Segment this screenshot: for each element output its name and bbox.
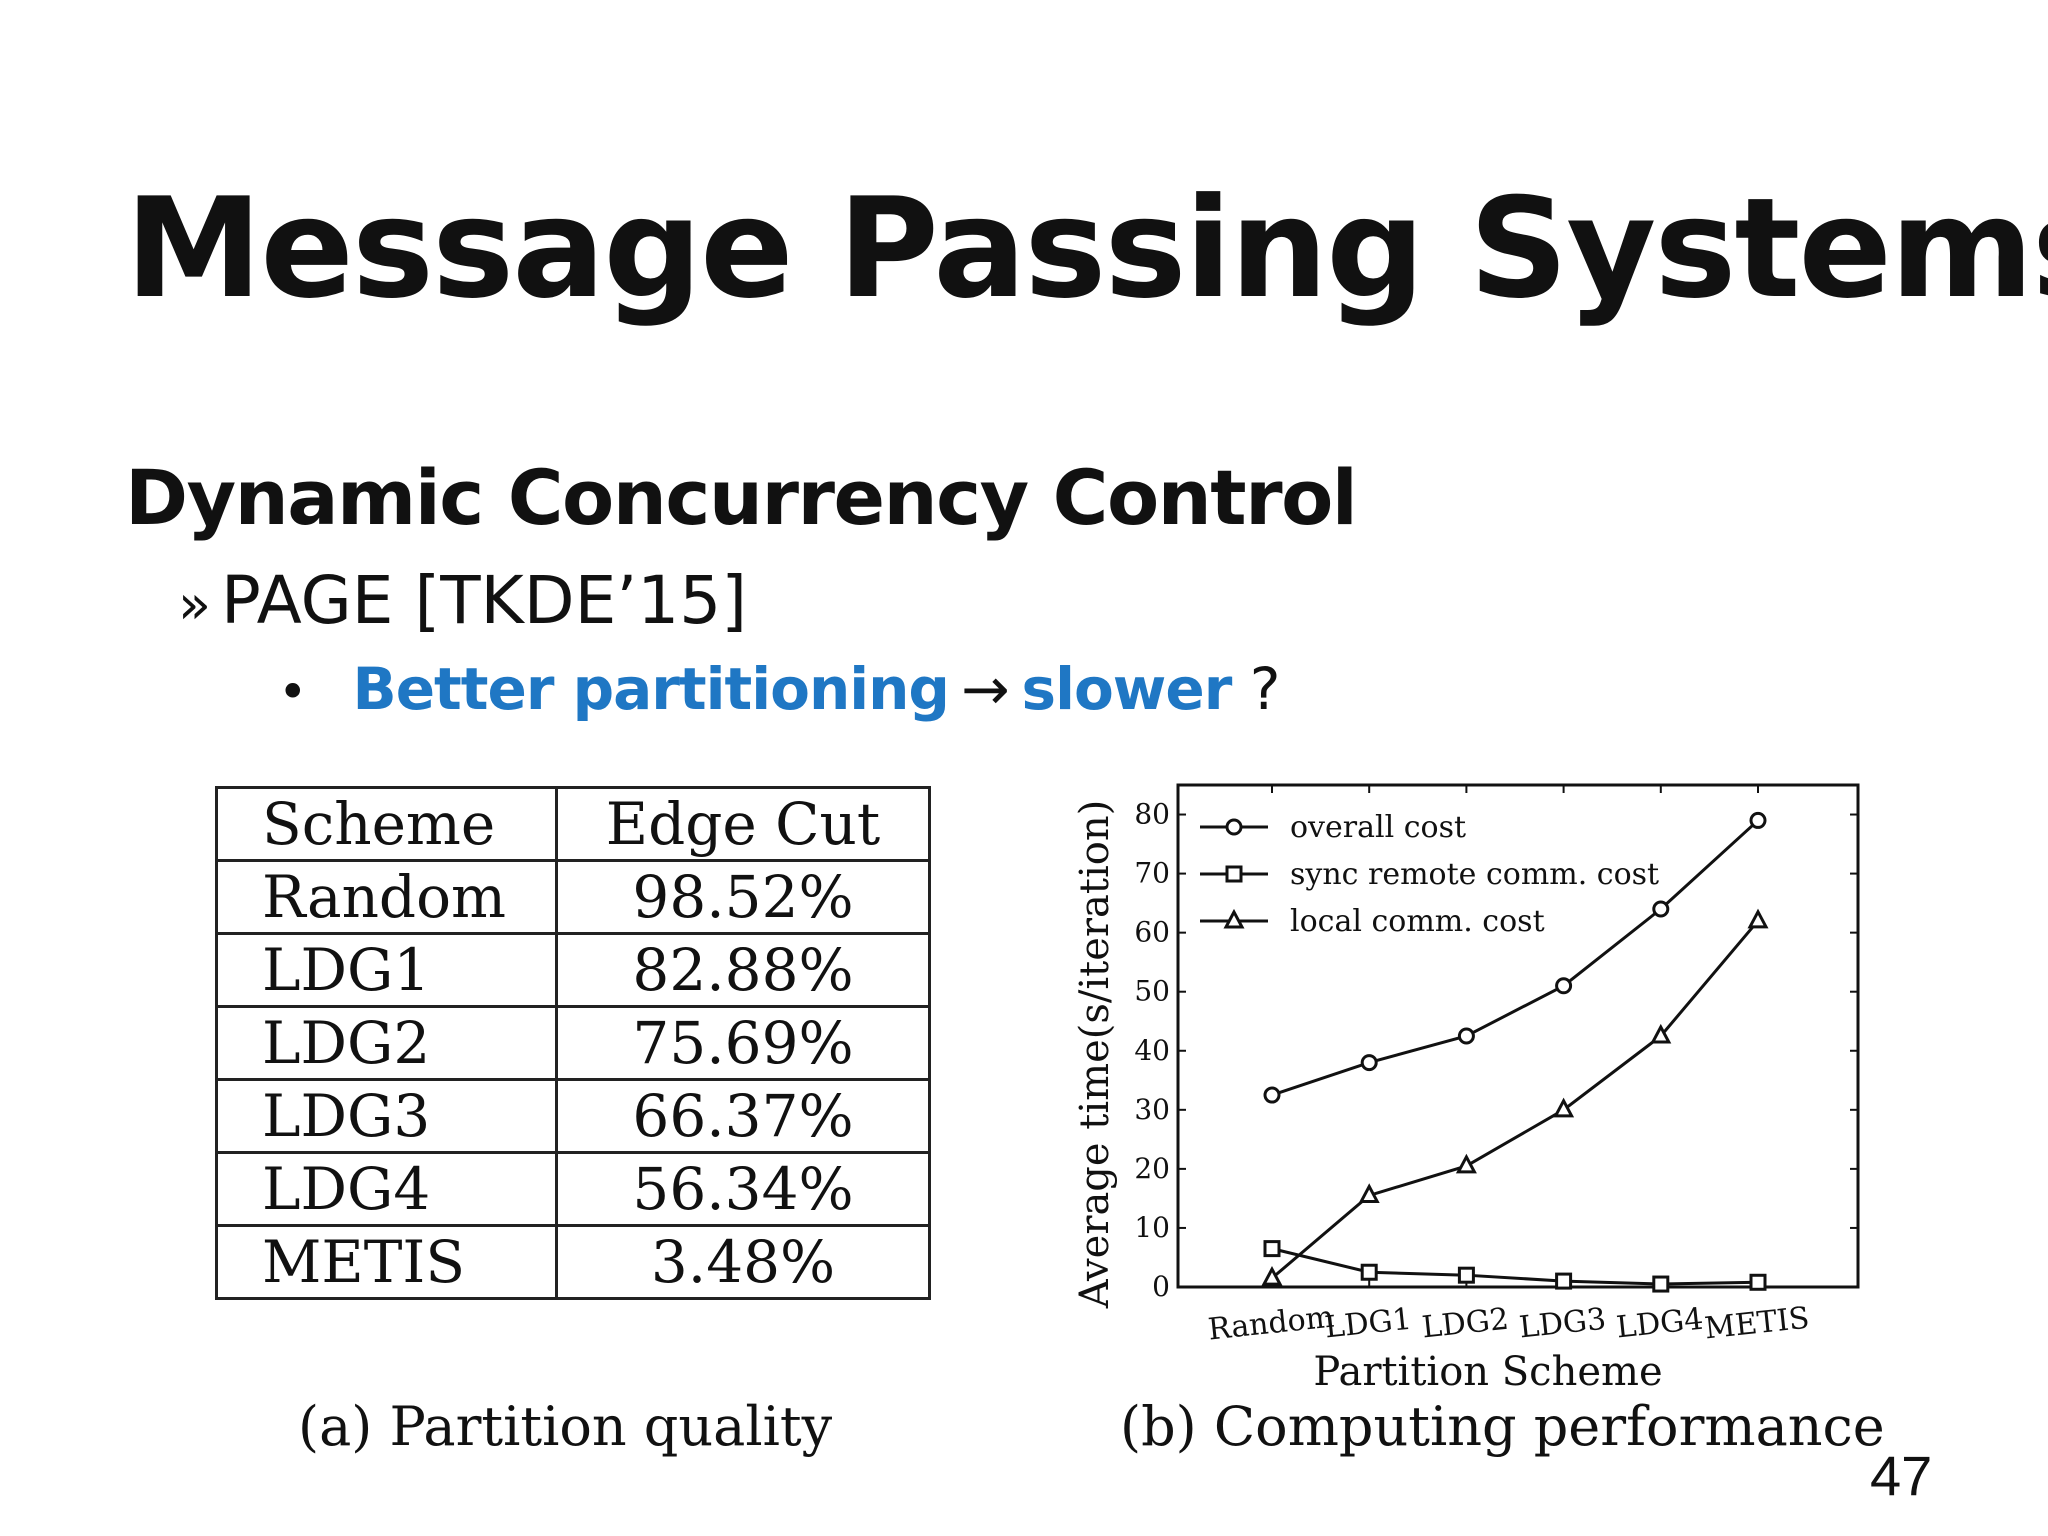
table-row: LDG2 75.69%	[215, 1005, 931, 1081]
data-point	[1555, 977, 1573, 995]
x-tick-label: METIS	[1703, 1301, 1811, 1347]
series-line	[1271, 1247, 1759, 1286]
y-axis-title: Average time(s/iteration)	[1072, 800, 1118, 1309]
data-point	[1263, 1086, 1281, 1104]
y-tick-label: 40	[1134, 1034, 1170, 1067]
y-tick-label: 10	[1134, 1211, 1170, 1244]
data-point	[1747, 908, 1769, 929]
data-point	[1652, 900, 1670, 918]
data-point	[1555, 1272, 1573, 1290]
table-row: Random 98.52%	[215, 859, 931, 935]
legend-label: overall cost	[1290, 810, 1466, 845]
slide-title: Message Passing Systems	[125, 168, 2048, 329]
data-point	[1263, 1240, 1281, 1258]
data-point	[1457, 1027, 1475, 1045]
sub-bullet-marker: »	[178, 573, 212, 636]
data-point	[1749, 811, 1767, 829]
page-number: 47	[1870, 1444, 1933, 1507]
data-point	[1261, 1265, 1283, 1286]
point-slower: slower	[1021, 655, 1233, 723]
data-point	[1553, 1097, 1575, 1118]
series-line	[1271, 919, 1760, 1280]
data-point	[1360, 1263, 1378, 1281]
data-point	[1455, 1153, 1477, 1174]
x-tick-label: Random	[1206, 1300, 1335, 1348]
x-tick-label: LDG4	[1615, 1302, 1705, 1346]
chart-caption: (b) Computing performance	[1120, 1395, 1885, 1458]
table-cell-edge-cut: 66.37%	[555, 1078, 931, 1154]
plot-frame	[1176, 783, 1860, 1289]
data-point	[1358, 1183, 1380, 1203]
y-tick-label: 70	[1134, 857, 1170, 890]
table-cell-scheme: LDG2	[215, 1005, 558, 1081]
y-tick-label: 0	[1152, 1270, 1170, 1303]
sub-bullet: » PAGE [TKDE’15]	[178, 568, 747, 634]
y-tick-label: 60	[1134, 916, 1170, 949]
legend-label: sync remote comm. cost	[1290, 857, 1659, 892]
table-header-row: Scheme Edge Cut	[215, 786, 931, 862]
section-heading: Dynamic Concurrency Control	[125, 453, 1358, 542]
sub-bullet-text: PAGE [TKDE’15]	[221, 562, 748, 639]
y-tick-label: 30	[1134, 1093, 1170, 1126]
table-cell-scheme: LDG4	[215, 1151, 558, 1227]
table-row: METIS 3.48%	[215, 1224, 931, 1300]
bullet-dot: •	[278, 663, 308, 721]
x-tick-label: LDG1	[1323, 1302, 1413, 1346]
y-tick-label: 80	[1134, 798, 1170, 831]
table-cell-edge-cut: 82.88%	[555, 932, 931, 1008]
data-point	[1652, 1275, 1670, 1293]
edge-cut-table: Scheme Edge Cut Random 98.52% LDG1 82.88…	[215, 786, 931, 1300]
series-line	[1271, 819, 1760, 1097]
legend-marker	[1225, 818, 1243, 836]
point-question-mark: ?	[1249, 655, 1281, 723]
table-row: LDG4 56.34%	[215, 1151, 931, 1227]
table-header-edge-cut: Edge Cut	[555, 786, 931, 862]
legend-label: local comm. cost	[1290, 904, 1545, 939]
y-tick-label: 50	[1134, 975, 1170, 1008]
table-cell-scheme: LDG3	[215, 1078, 558, 1154]
table-row: LDG3 66.37%	[215, 1078, 931, 1154]
table-cell-edge-cut: 56.34%	[555, 1151, 931, 1227]
data-point	[1360, 1054, 1378, 1072]
table-cell-edge-cut: 98.52%	[555, 859, 931, 935]
point-bullet: • Better partitioning → slower ?	[278, 660, 1281, 718]
table-row: LDG1 82.88%	[215, 932, 931, 1008]
data-point	[1749, 1273, 1767, 1291]
table-cell-scheme: Random	[215, 859, 558, 935]
table-caption: (a) Partition quality	[298, 1395, 833, 1458]
legend-marker	[1225, 865, 1243, 883]
legend-marker	[1223, 908, 1245, 929]
table-header-scheme: Scheme	[215, 786, 558, 862]
arrow-icon: →	[960, 655, 1010, 723]
data-point	[1650, 1023, 1672, 1044]
data-point	[1457, 1266, 1475, 1284]
x-tick-label: LDG3	[1518, 1302, 1608, 1346]
table-cell-scheme: LDG1	[215, 932, 558, 1008]
y-tick-label: 20	[1134, 1152, 1170, 1185]
table-cell-edge-cut: 75.69%	[555, 1005, 931, 1081]
table-cell-edge-cut: 3.48%	[555, 1224, 931, 1300]
table-cell-scheme: METIS	[215, 1224, 558, 1300]
point-better-partitioning: Better partitioning	[352, 655, 950, 723]
x-axis-title: Partition Scheme	[1313, 1349, 1662, 1395]
x-tick-label: LDG2	[1420, 1302, 1510, 1346]
